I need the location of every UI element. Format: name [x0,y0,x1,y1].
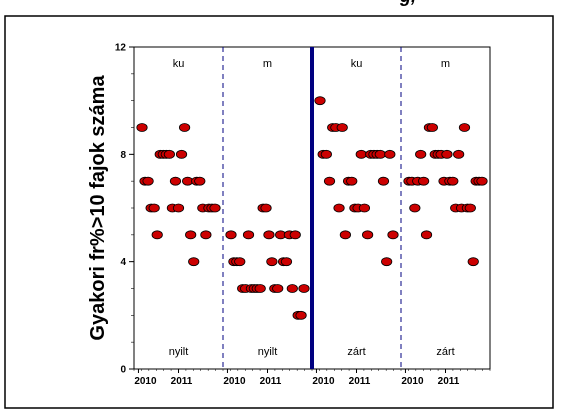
panel-top-label: ku [173,58,185,70]
data-point [242,230,255,240]
x-tick-label: 2011 [349,376,371,387]
data-point [254,284,266,293]
panel-top-label: ku [351,58,363,70]
data-point [136,123,148,132]
x-tick-label: 2010 [312,376,335,387]
data-point [467,257,479,267]
data-point [458,123,471,132]
data-point [200,230,212,240]
data-point [172,203,185,213]
panel-dividers [222,47,402,369]
x-tick-label: 2010 [134,376,157,387]
y-tick-label: 0 [120,365,126,376]
data-point [409,203,421,213]
data-point [225,230,237,240]
panel-top-label: m [263,58,272,70]
panel-bottom-label: nyilt [169,346,189,358]
data-point [453,149,465,159]
x-tick-label: 2010 [223,376,246,387]
data-point [280,257,293,267]
data-point [289,230,301,240]
data-point [339,230,351,240]
data-point [234,257,246,267]
data-point [476,176,488,186]
data-points [136,96,488,320]
data-point [169,176,182,186]
x-tick-label: 2011 [260,376,282,387]
x-tick-label: 2011 [171,376,193,387]
data-point [194,176,206,186]
data-point [358,203,371,213]
x-tick-label: 2011 [438,376,460,387]
data-point [298,284,310,293]
x-ticks: 2010 2011 2010 2011 2010 2011 2010 2011 [133,369,491,387]
data-point [286,284,298,293]
data-point [163,149,175,159]
data-point [333,203,345,213]
data-point [346,176,358,186]
data-point [266,257,278,267]
y-tick-label: 4 [120,257,126,268]
data-point [185,230,197,240]
data-point [188,257,200,267]
data-point [441,149,453,159]
data-point [374,149,386,159]
data-point [381,257,393,267]
data-point [175,149,188,159]
data-point [417,176,430,186]
data-point [272,284,284,293]
data-point [426,123,438,132]
panel-bottom-label: zárt [347,346,365,358]
data-point [209,203,221,213]
data-point [362,230,374,240]
y-axis-label: Gyakori fr%>10 fajok száma [87,75,109,341]
data-point [336,123,348,132]
data-point [151,230,163,240]
data-point [295,310,307,320]
y-tick-label: 12 [115,43,127,54]
panel-labels: ku m ku m nyilt nyilt zárt zárt [169,58,455,358]
data-point [420,230,433,240]
data-point [320,149,332,159]
y-ticks: 0 4 8 12 [115,43,134,376]
data-point [323,176,336,186]
data-point [355,149,367,159]
data-point [260,203,272,213]
data-point [447,176,459,186]
panel-bottom-label: zárt [436,346,454,358]
data-point [415,149,427,159]
panel-bottom-label: nyilt [258,346,278,358]
data-point [387,230,399,240]
data-point [148,203,160,213]
data-point [384,149,396,159]
data-point [142,176,154,186]
data-point [464,203,476,213]
data-point [178,123,191,132]
panel-top-label: m [441,58,450,70]
x-tick-label: 2010 [401,376,424,387]
y-tick-label: 8 [120,150,126,161]
data-point [314,96,326,106]
clipped-title: g, [400,0,416,7]
data-point [263,230,275,240]
data-point [377,176,390,186]
